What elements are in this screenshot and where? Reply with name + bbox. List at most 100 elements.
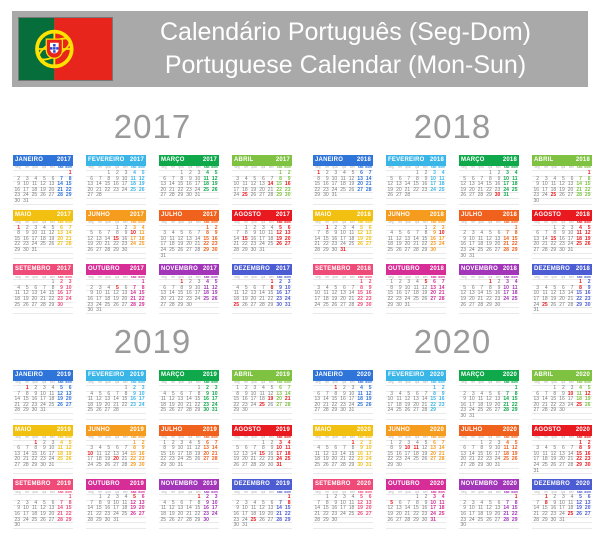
day-cell: 2 — [433, 224, 436, 231]
day-cell: 11 — [340, 175, 346, 182]
day-cell: 13 — [430, 445, 436, 452]
weekday-label: sex — [422, 275, 428, 279]
month-year-label: 2019 — [202, 426, 217, 433]
day-cell: 18 — [160, 401, 167, 408]
day-cell: 19 — [40, 186, 46, 193]
weekday-label: sex — [495, 435, 501, 439]
day-cell: 6 — [180, 390, 184, 397]
day-cell: 6 — [124, 284, 128, 291]
weekday-label: dom — [138, 490, 145, 494]
weekday-label: qui — [561, 166, 566, 170]
day-cell: 30 — [396, 461, 402, 468]
month-name-label: JUNHO — [88, 211, 111, 218]
week-row: 23 24 25 26 27 28 29 — [86, 302, 146, 309]
weekday-label: ter — [244, 275, 249, 279]
day-cell: 7 — [570, 284, 574, 291]
day-cell: 12 — [511, 445, 518, 452]
day-cell: 27 — [104, 407, 111, 414]
day-cell: 23 — [186, 186, 192, 193]
month-name-label: MAIO — [15, 211, 32, 218]
day-cell: 15 — [550, 396, 557, 403]
portugal-flag-icon — [18, 17, 113, 81]
weekday-label: qui — [188, 166, 193, 170]
day-cell: 14 — [404, 181, 411, 188]
day-cell: 31 — [559, 516, 565, 523]
day-cell: 12 — [460, 181, 467, 188]
day-cell: 10 — [469, 396, 475, 403]
weekday-label: qui — [415, 275, 420, 279]
week-row — [159, 469, 219, 475]
day-cell: 14 — [340, 450, 346, 457]
day-cell: 25 — [503, 456, 509, 463]
day-cell: 12 — [404, 396, 411, 403]
week-row: 9 10 11 12 13 14 15 — [459, 236, 519, 243]
weekday-label: qua — [332, 220, 338, 224]
day-cell: 12 — [276, 230, 282, 237]
day-cell: 20 — [396, 186, 402, 193]
day-cell: 27 — [14, 461, 21, 468]
day-cell: 30 — [284, 192, 291, 199]
day-cell: 12 — [130, 499, 136, 506]
day-cell: 11 — [314, 450, 321, 457]
day-cell: 17 — [160, 241, 167, 248]
weekday-header-row: seg ter qua qui sex sáb dom — [159, 166, 219, 171]
day-cell: 24 — [138, 401, 145, 408]
day-cell: 24 — [65, 295, 72, 302]
day-cell: 7 — [351, 284, 355, 291]
weekday-label: qua — [32, 166, 38, 170]
day-cell: 30 — [23, 246, 29, 253]
day-cell: 14 — [542, 235, 548, 242]
day-cell: 15 — [486, 290, 492, 297]
day-cell: 24 — [567, 401, 574, 408]
day-cell: 10 — [503, 175, 509, 182]
day-cell: 21 — [121, 456, 128, 463]
weekday-label: seg — [161, 435, 167, 439]
day-cell: 6 — [279, 385, 282, 391]
month-name-label: AGOSTO — [234, 426, 262, 433]
day-cell: 18 — [340, 181, 346, 188]
day-cell: 7 — [506, 499, 509, 506]
weekday-header-row: seg ter qua qui sex sáb dom — [313, 490, 373, 496]
day-cell: 16 — [460, 241, 467, 248]
week-row: 19 20 21 22 23 24 25 — [386, 186, 446, 194]
day-cell: 16 — [276, 290, 282, 297]
day-cell: 12 — [267, 390, 274, 397]
week-row: 18 19 20 21 22 23 24 — [159, 511, 219, 518]
day-cell: 8 — [390, 445, 394, 452]
day-cell: 18 — [550, 186, 557, 193]
month-name-label: SETEMBRO — [315, 481, 351, 488]
day-cell: 21 — [233, 241, 240, 248]
day-cell: 13 — [365, 230, 372, 237]
day-cell: 8 — [514, 230, 518, 237]
day-cell: 3 — [317, 284, 321, 291]
day-cell: 14 — [542, 396, 548, 403]
weekday-label: ter — [398, 490, 403, 494]
day-cell: 21 — [413, 241, 419, 248]
month-name-label: FEVEREIRO — [88, 372, 125, 378]
weekday-label: qui — [188, 435, 193, 439]
day-cell: 4 — [544, 284, 548, 291]
weekday-label: ter — [471, 275, 476, 279]
day-cell: 27 — [87, 192, 94, 199]
weekday-label: dom — [284, 381, 291, 385]
weekday-label: dom — [584, 220, 591, 224]
day-cell: 12 — [177, 235, 184, 242]
weekday-label: sáb — [276, 490, 283, 494]
day-cell: 26 — [267, 401, 274, 408]
day-cell: 7 — [441, 439, 445, 446]
day-cell: 27 — [138, 510, 145, 517]
day-cell: 7 — [133, 284, 136, 291]
week-row: 1 — [86, 280, 146, 286]
day-cell: 13 — [396, 505, 402, 512]
month-year-label: 2020 — [575, 426, 590, 433]
day-cell: 15 — [233, 396, 240, 403]
day-cell: 29 — [430, 407, 436, 414]
weekday-label: sex — [568, 275, 574, 279]
week-row: 30 — [532, 198, 592, 205]
day-cell: 26 — [584, 401, 591, 408]
week-row: 24 25 26 27 28 29 30 — [532, 302, 592, 309]
day-cell: 31 — [160, 252, 167, 259]
day-cell: 6 — [270, 499, 274, 506]
